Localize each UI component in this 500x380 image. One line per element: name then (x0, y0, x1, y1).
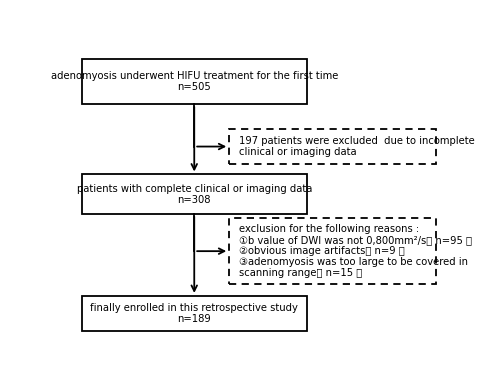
Text: ②obvious image artifacts（ n=9 ）: ②obvious image artifacts（ n=9 ） (239, 246, 404, 256)
Text: 197 patients were excluded  due to incomplete: 197 patients were excluded due to incomp… (239, 136, 474, 146)
FancyBboxPatch shape (82, 296, 306, 331)
FancyBboxPatch shape (229, 129, 436, 164)
FancyBboxPatch shape (82, 174, 306, 214)
Text: n=189: n=189 (178, 314, 211, 324)
Text: exclusion for the following reasons :: exclusion for the following reasons : (239, 224, 419, 234)
Text: adenomyosis underwent HIFU treatment for the first time: adenomyosis underwent HIFU treatment for… (50, 71, 338, 81)
Text: patients with complete clinical or imaging data: patients with complete clinical or imagi… (76, 184, 312, 193)
Text: scanning range（ n=15 ）: scanning range（ n=15 ） (239, 268, 362, 279)
FancyBboxPatch shape (229, 218, 436, 284)
Text: ①b value of DWI was not 0,800mm²/s（ n=95 ）: ①b value of DWI was not 0,800mm²/s（ n=95… (239, 235, 472, 245)
Text: clinical or imaging data: clinical or imaging data (239, 147, 356, 157)
Text: n=505: n=505 (178, 82, 211, 92)
FancyBboxPatch shape (82, 59, 306, 104)
Text: ③adenomyosis was too large to be covered in: ③adenomyosis was too large to be covered… (239, 257, 468, 267)
Text: n=308: n=308 (178, 195, 211, 205)
Text: finally enrolled in this retrospective study: finally enrolled in this retrospective s… (90, 303, 298, 313)
